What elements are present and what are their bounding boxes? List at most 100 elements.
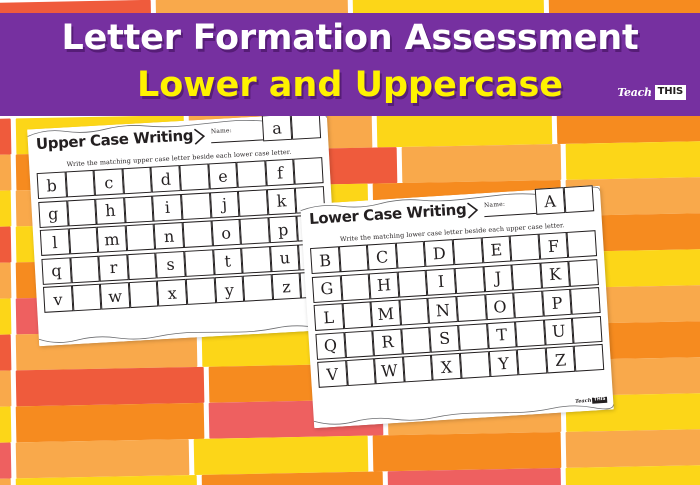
answer-cell[interactable] bbox=[397, 269, 428, 298]
letter-cell: P bbox=[541, 288, 573, 317]
worksheet-upper-case[interactable]: Upper Case Writing Name: Write the match… bbox=[27, 112, 339, 347]
worksheet-teach-this-logo: Teach THIS bbox=[574, 396, 608, 405]
answer-cell[interactable] bbox=[71, 283, 102, 312]
letter-cell: N bbox=[427, 296, 458, 324]
letter-cell: L bbox=[313, 303, 344, 331]
answer-cell[interactable] bbox=[566, 230, 598, 258]
answer-cell[interactable] bbox=[395, 240, 426, 269]
letter-cell: E bbox=[481, 235, 512, 264]
answer-cell[interactable] bbox=[180, 191, 211, 220]
answer-cell[interactable] bbox=[400, 326, 432, 355]
answer-cell[interactable] bbox=[293, 157, 324, 185]
answer-cell[interactable] bbox=[570, 287, 601, 315]
brick-tile bbox=[0, 118, 12, 156]
brick-tile bbox=[387, 467, 562, 485]
answer-cell[interactable] bbox=[399, 297, 430, 326]
answer-cell[interactable] bbox=[459, 351, 491, 379]
letter-cell: I bbox=[425, 267, 457, 296]
answer-cell[interactable] bbox=[69, 255, 100, 283]
brick-tile bbox=[0, 262, 12, 300]
answer-cell[interactable] bbox=[338, 244, 369, 273]
answer-cell[interactable] bbox=[123, 195, 154, 223]
letter-cell: G bbox=[311, 274, 342, 303]
answer-cell[interactable] bbox=[454, 265, 485, 294]
page-title: Letter Formation Assessment bbox=[61, 18, 639, 58]
answer-cell[interactable] bbox=[343, 329, 375, 358]
answer-cell[interactable] bbox=[458, 322, 489, 351]
letter-cell: k bbox=[266, 187, 297, 215]
answer-cell[interactable] bbox=[184, 248, 215, 277]
answer-cell[interactable] bbox=[182, 220, 213, 248]
letter-cell: O bbox=[484, 292, 515, 321]
letter-cell: F bbox=[538, 231, 569, 260]
letter-cell: H bbox=[368, 271, 400, 299]
answer-cell[interactable] bbox=[128, 280, 159, 309]
answer-cell[interactable] bbox=[125, 223, 156, 252]
letter-cell: z bbox=[271, 272, 302, 301]
brick-tile bbox=[15, 402, 205, 443]
answer-cell[interactable] bbox=[290, 112, 322, 140]
logo-teach-word: Teach bbox=[574, 397, 592, 405]
brick-tile bbox=[0, 370, 12, 408]
answer-cell[interactable] bbox=[239, 217, 270, 245]
letter-cell: X bbox=[431, 352, 462, 381]
brick-tile bbox=[194, 435, 369, 475]
letter-cell: b bbox=[36, 171, 67, 200]
answer-cell[interactable] bbox=[241, 245, 272, 274]
bracket-arrow-icon bbox=[467, 202, 479, 219]
answer-cell[interactable] bbox=[122, 166, 153, 195]
letter-cell: R bbox=[372, 328, 403, 356]
answer-cell[interactable] bbox=[242, 274, 273, 302]
letter-cell: i bbox=[152, 193, 183, 222]
letter-cell: K bbox=[540, 260, 571, 289]
answer-cell[interactable] bbox=[127, 252, 158, 280]
letter-cell: g bbox=[38, 199, 69, 228]
answer-cell[interactable] bbox=[238, 188, 269, 217]
brick-tile bbox=[0, 478, 12, 485]
answer-cell[interactable] bbox=[513, 290, 544, 319]
answer-cell[interactable] bbox=[452, 237, 483, 266]
brick-tile bbox=[15, 366, 205, 407]
letter-cell: J bbox=[483, 263, 514, 292]
answer-cell[interactable] bbox=[340, 272, 371, 301]
letter-cell: B bbox=[310, 246, 341, 275]
letter-cell: Q bbox=[315, 331, 346, 360]
letter-cell: x bbox=[157, 278, 188, 307]
brick-tile bbox=[0, 298, 12, 336]
letter-cell: o bbox=[211, 218, 242, 247]
answer-cell[interactable] bbox=[563, 185, 595, 214]
answer-cell[interactable] bbox=[511, 262, 542, 290]
answer-cell[interactable] bbox=[568, 258, 599, 287]
answer-cell[interactable] bbox=[402, 354, 433, 383]
brick-tile bbox=[0, 442, 12, 480]
letter-cell: D bbox=[424, 239, 455, 267]
answer-cell[interactable] bbox=[515, 319, 546, 347]
answer-cell[interactable] bbox=[68, 226, 99, 255]
answer-cell[interactable] bbox=[345, 358, 376, 387]
brick-tile bbox=[565, 464, 700, 485]
letter-cell: l bbox=[39, 228, 70, 256]
answer-cell[interactable] bbox=[66, 198, 97, 226]
brick-tile bbox=[201, 471, 383, 485]
answer-cell[interactable] bbox=[185, 277, 216, 305]
answer-cell[interactable] bbox=[179, 163, 210, 192]
letter-cell: c bbox=[93, 168, 124, 196]
answer-cell[interactable] bbox=[236, 160, 267, 188]
logo-this-badge: THIS bbox=[654, 85, 686, 100]
answer-cell[interactable] bbox=[342, 301, 373, 330]
brick-tile bbox=[565, 140, 700, 180]
letter-cell: v bbox=[42, 285, 73, 313]
answer-cell[interactable] bbox=[509, 233, 540, 262]
letter-cell: V bbox=[317, 360, 348, 388]
letter-cell: e bbox=[207, 161, 238, 190]
letter-cell: A bbox=[534, 187, 566, 215]
worksheet-lower-case[interactable]: Lower Case Writing Name: Write the match… bbox=[300, 185, 614, 429]
answer-cell[interactable] bbox=[456, 294, 487, 322]
answer-cell[interactable] bbox=[572, 315, 603, 344]
answer-cell[interactable] bbox=[65, 169, 96, 198]
letter-cell: d bbox=[150, 165, 181, 193]
answer-cell[interactable] bbox=[574, 343, 605, 372]
logo-this-badge: THIS bbox=[592, 396, 608, 404]
answer-cell[interactable] bbox=[516, 347, 548, 376]
letter-cell: U bbox=[543, 317, 574, 346]
